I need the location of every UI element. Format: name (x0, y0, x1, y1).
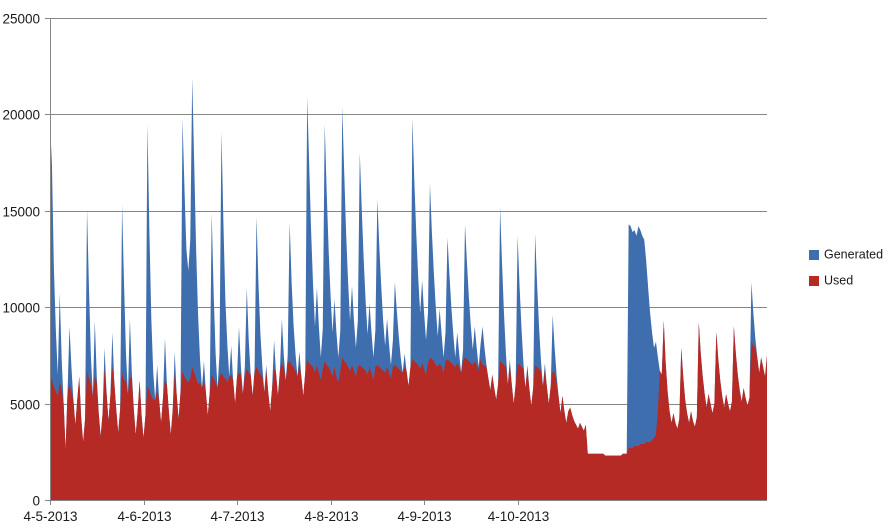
x-tick-label-3: 4-8-2013 (304, 509, 358, 524)
y-tick-label-25000: 25000 (2, 12, 40, 27)
y-tick-label-15000: 15000 (2, 205, 40, 220)
y-tick-label-5000: 5000 (10, 398, 40, 413)
legend-swatch-generated (809, 250, 819, 260)
y-tick-label-20000: 20000 (2, 108, 40, 123)
legend-swatch-used (809, 276, 819, 286)
y-tick-label-0: 0 (32, 494, 40, 509)
x-tick-label-4: 4-9-2013 (397, 509, 451, 524)
legend-label-used: Used (824, 273, 853, 287)
chart-legend[interactable]: Generated Used (809, 247, 883, 287)
legend-item-used[interactable]: Used (809, 273, 853, 287)
legend-label-generated: Generated (824, 247, 883, 261)
area-series-used (50, 320, 767, 500)
x-tick-label-0: 4-5-2013 (23, 509, 77, 524)
x-tick-label-1: 4-6-2013 (117, 509, 171, 524)
x-axis-tick-labels: 4-5-2013 4-6-2013 4-7-2013 4-8-2013 4-9-2013… (23, 500, 549, 524)
y-tick-label-10000: 10000 (2, 301, 40, 316)
legend-item-generated[interactable]: Generated (809, 247, 883, 261)
series-areas (50, 77, 767, 501)
x-tick-label-2: 4-7-2013 (210, 509, 264, 524)
x-tick-label-5: 4-10-2013 (488, 509, 550, 524)
y-axis-tick-labels: 0 5000 10000 15000 20000 25000 (2, 12, 50, 509)
